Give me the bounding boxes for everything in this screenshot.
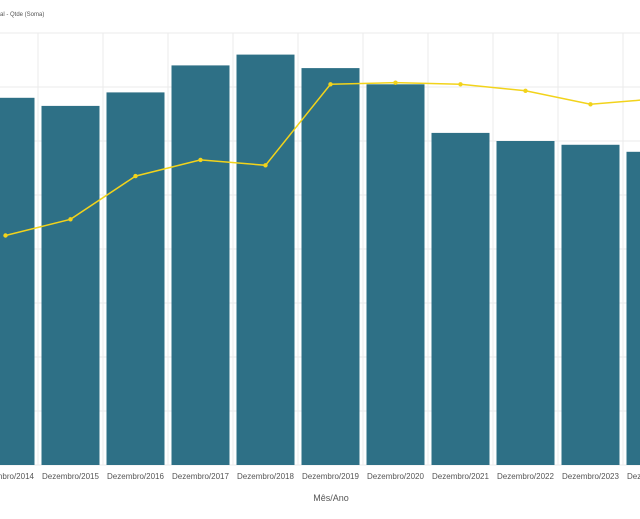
- bar: [106, 92, 165, 466]
- line-point: [588, 102, 593, 107]
- legend: al - Qtde (Soma): [0, 12, 44, 18]
- line-point: [133, 173, 138, 179]
- line-point: [523, 88, 528, 93]
- x-tick-label: Dezembro/2017: [172, 472, 229, 481]
- bar: [41, 105, 100, 466]
- legend-label: al - Qtde (Soma): [0, 12, 44, 18]
- bar: [301, 68, 360, 465]
- bar: [236, 54, 295, 465]
- x-tick-label: Dezembro/2018: [237, 472, 294, 481]
- bar: [0, 97, 35, 466]
- x-tick-label: Dezembro/2019: [302, 472, 359, 481]
- x-axis-ticks: Dezembro/2014 Dezembro/2015 Dezembro/2016 D…: [0, 472, 640, 481]
- line-point: [458, 82, 463, 87]
- x-tick-label: Dezembro/2014: [0, 472, 35, 481]
- x-tick-label: Dezembro/2016: [107, 472, 164, 481]
- x-tick-label: Dezembro/2023: [562, 472, 619, 481]
- x-tick-label: Dezembro/2022: [497, 472, 554, 481]
- line-point: [198, 157, 203, 163]
- x-tick-label: Dezembro/2015: [42, 472, 99, 481]
- bar: [626, 151, 640, 466]
- bar: [561, 144, 620, 465]
- x-tick-label: Dezembro/2021: [432, 472, 489, 481]
- x-tick-label: Dezembro/2020: [367, 472, 424, 481]
- x-axis-title: Mês/Ano: [313, 493, 349, 503]
- bar: [496, 141, 555, 465]
- line-point: [328, 82, 333, 87]
- line-series: [3, 80, 640, 238]
- bar: [171, 65, 230, 466]
- x-tick-label: Dezembro/2024: [627, 472, 640, 481]
- line-point: [263, 163, 268, 168]
- line-point: [68, 217, 73, 222]
- line-point: [393, 80, 398, 85]
- bar: [366, 84, 425, 466]
- bar: [431, 132, 490, 465]
- bar-series: [0, 54, 640, 466]
- line-point: [3, 233, 8, 238]
